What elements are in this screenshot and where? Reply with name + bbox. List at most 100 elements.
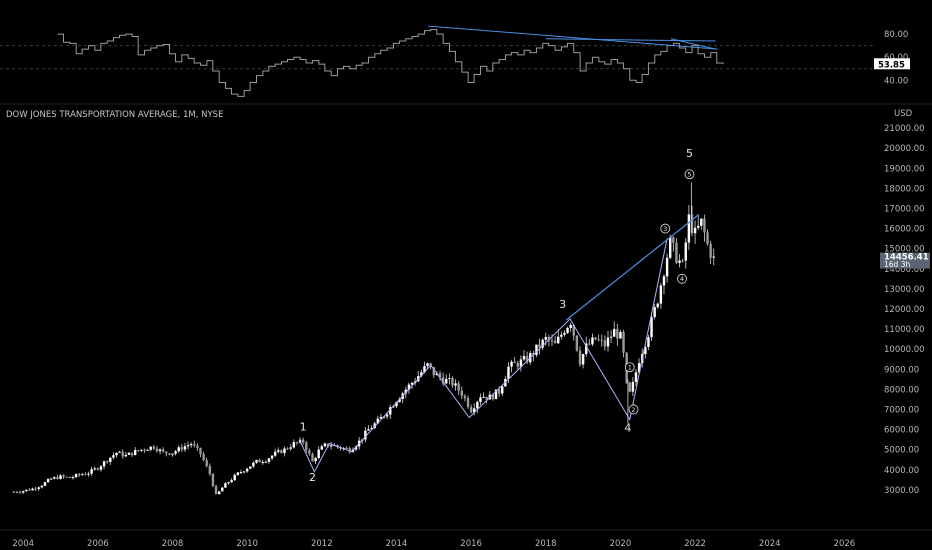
candle: [267, 457, 271, 465]
candle: [469, 404, 473, 414]
time-tick-label: 2014: [386, 539, 408, 549]
candle: [308, 448, 311, 456]
time-tick-label: 2020: [610, 539, 632, 549]
candle: [53, 476, 56, 480]
wave-label-3: 3: [559, 298, 566, 311]
candle: [255, 459, 258, 464]
candle: [277, 447, 280, 454]
candle: [659, 282, 663, 309]
wave-label-5: 5: [686, 147, 693, 160]
candle: [81, 473, 84, 476]
candle: [15, 490, 19, 494]
candle: [653, 304, 656, 320]
candle: [252, 461, 255, 469]
oscillator-value-label: 53.85: [878, 60, 905, 70]
chart-title: DOW JONES TRANSPORTATION AVERAGE, 1M, NY…: [6, 110, 223, 120]
candle: [211, 473, 215, 488]
candle: [516, 360, 519, 370]
price-tick-label: 14000.00: [884, 265, 925, 275]
candle: [662, 274, 666, 295]
oscillator-trend-lines: [428, 25, 718, 50]
sub-wave-label-2: 2: [628, 404, 639, 415]
candle: [115, 452, 118, 458]
candle: [155, 445, 159, 453]
sub-wave-text: 4: [680, 275, 684, 283]
candle: [140, 449, 143, 452]
sub-wave-text: 2: [631, 406, 635, 414]
candle: [656, 302, 659, 309]
candle: [180, 444, 184, 452]
candle: [681, 258, 684, 263]
price-tick-label: 10000.00: [884, 345, 925, 355]
candle: [314, 456, 317, 465]
candle: [292, 439, 296, 449]
candle: [289, 444, 292, 451]
candle: [105, 460, 109, 464]
candle: [578, 346, 582, 367]
price-tick-label: 19000.00: [884, 164, 925, 174]
oscillator-panel: 40.00 60.00 80.00 53.85: [0, 25, 932, 105]
candle: [473, 403, 476, 416]
candle: [712, 248, 715, 266]
candle: [600, 334, 603, 347]
oscillator-levels: [0, 45, 875, 70]
price-tick-label: 21000.00: [884, 124, 925, 134]
candle: [183, 443, 187, 452]
candle: [426, 362, 429, 370]
candle: [137, 449, 140, 452]
candle: [249, 466, 252, 469]
candle: [451, 376, 454, 388]
oscillator-tick-label: 80.00: [884, 30, 908, 40]
candle: [323, 442, 327, 448]
candle: [283, 446, 286, 457]
candle: [286, 447, 289, 450]
candle: [389, 404, 392, 420]
candle: [236, 472, 240, 476]
price-tick-label: 20000.00: [884, 144, 925, 154]
candle: [634, 368, 638, 386]
candle: [99, 465, 103, 472]
candle: [18, 490, 22, 494]
candle: [569, 322, 572, 332]
time-tick-label: 2010: [236, 539, 258, 549]
candle: [261, 459, 264, 465]
candle: [93, 466, 96, 471]
candle: [697, 215, 700, 230]
sub-wave-label-3: 3: [660, 223, 671, 234]
price-panel: DOW JONES TRANSPORTATION AVERAGE, 1M, NY…: [0, 109, 932, 549]
oscillator-trend-line-2: [670, 38, 716, 50]
candle: [457, 381, 460, 396]
candle: [34, 486, 37, 491]
price-tick-label: 9000.00: [884, 365, 919, 375]
candle: [202, 451, 205, 462]
candle: [224, 482, 227, 488]
candle: [501, 385, 504, 397]
candle: [329, 441, 333, 450]
candle: [121, 449, 124, 459]
candle: [205, 457, 208, 468]
candle: [196, 443, 199, 451]
candle: [221, 486, 224, 492]
oscillator-value-tag: 53.85: [874, 58, 910, 70]
price-trend-line: [565, 214, 700, 321]
wave-labels: 1 2 3 4 5: [300, 147, 693, 484]
candle: [233, 473, 236, 482]
candle: [373, 421, 376, 430]
candle: [112, 452, 115, 460]
time-tick-label: 2026: [834, 539, 856, 549]
candle: [127, 452, 131, 456]
candle: [273, 448, 277, 457]
candle: [68, 476, 72, 479]
candle: [628, 381, 631, 393]
candle: [28, 488, 31, 491]
candle: [227, 481, 230, 485]
time-tick-label: 2016: [460, 539, 482, 549]
candle: [161, 447, 165, 453]
candle: [535, 344, 538, 358]
candle: [65, 476, 68, 478]
sub-wave-label-1: 1: [624, 362, 635, 373]
candle: [591, 333, 594, 347]
candle: [510, 359, 513, 373]
time-tick-label: 2008: [162, 539, 184, 549]
candle: [102, 460, 106, 470]
